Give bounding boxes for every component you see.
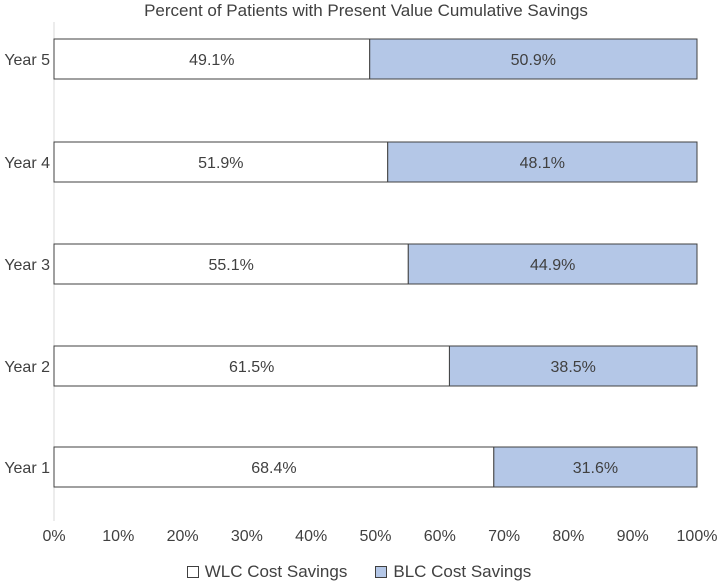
x-tick-label-0: 0% [42,528,65,545]
x-tick-label-80: 80% [552,528,584,545]
bar-year-1-wlc [53,446,495,488]
x-tick-label-70: 70% [488,528,520,545]
legend-label-wlc: WLC Cost Savings [204,562,348,581]
bar-year-5-blc [369,38,698,80]
x-tick-label-10: 10% [102,528,134,545]
data-label-year-4-wlc: 51.9% [198,155,243,172]
legend-item-wlc: WLC Cost Savings [186,562,348,582]
x-tick-label-100: 100% [677,528,718,545]
legend-item-blc: BLC Cost Savings [375,562,531,582]
x-tick-label-60: 60% [424,528,456,545]
bar-year-4-blc [387,141,698,183]
bar-year-2-blc [448,345,698,387]
data-label-year-4-blc: 48.1% [520,155,565,172]
data-label-year-1-blc: 31.6% [573,460,618,477]
data-label-year-2-wlc: 61.5% [229,359,274,376]
legend-swatch-wlc [186,566,199,578]
y-tick-label-year-1: Year 1 [4,460,50,477]
y-tick-label-year-4: Year 4 [4,155,50,172]
x-tick-label-40: 40% [295,528,327,545]
legend-swatch-blc [375,566,388,578]
data-label-year-2-blc: 38.5% [551,359,596,376]
y-tick-label-year-5: Year 5 [4,52,50,69]
bar-year-1-blc [493,446,698,488]
data-label-year-5-blc: 50.9% [511,52,556,69]
legend: WLC Cost Savings BLC Cost Savings [0,560,718,584]
x-tick-label-50: 50% [359,528,391,545]
legend-label-blc: BLC Cost Savings [393,562,532,581]
y-tick-label-year-3: Year 3 [4,257,50,274]
data-label-year-3-wlc: 55.1% [208,257,253,274]
x-tick-label-30: 30% [231,528,263,545]
bar-year-4-wlc [53,141,389,183]
bar-year-3-blc [407,243,698,285]
data-label-year-3-blc: 44.9% [530,257,575,274]
data-label-year-1-wlc: 68.4% [251,460,296,477]
chart-title: Percent of Patients with Present Value C… [144,1,588,20]
data-label-year-5-wlc: 49.1% [189,52,234,69]
x-tick-label-20: 20% [167,528,199,545]
plot-area: 49.1% 50.9% Year 5 51.9% 48.1% Year 4 55.1% 44.… [4,22,717,545]
x-tick-label-90: 90% [617,528,649,545]
y-tick-label-year-2: Year 2 [4,359,50,376]
